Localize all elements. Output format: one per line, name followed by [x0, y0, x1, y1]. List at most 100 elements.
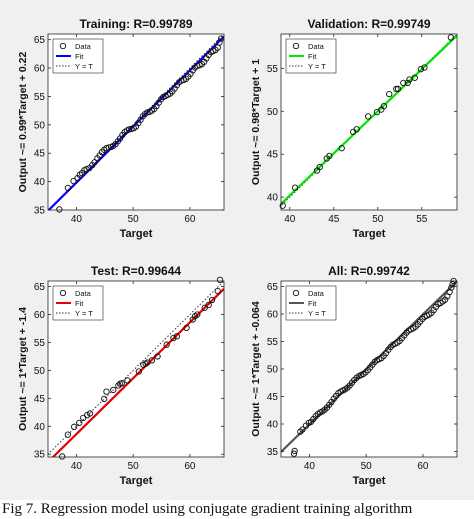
y-tick-label: 40 — [34, 177, 46, 188]
x-axis-label: Target — [120, 475, 153, 487]
y-tick-label: 65 — [34, 35, 46, 46]
legend-label: Data — [308, 42, 325, 51]
data-point — [154, 353, 161, 360]
plot-all: 40 50 60 35 40 45 50 55 60 65 All: R=0.99742 Target… — [250, 264, 458, 487]
y-tick-label: 45 — [34, 149, 46, 160]
legend-data-marker — [292, 289, 300, 297]
legend-data-marker — [59, 42, 67, 50]
y-tick-label: 50 — [267, 365, 279, 376]
y-axis-label: Output ~= 0.98*Target + 1 — [250, 59, 262, 185]
x-tick-label: 40 — [71, 214, 83, 225]
y-tick-label: 55 — [34, 338, 46, 349]
y-tick-label: 55 — [267, 337, 279, 348]
data-point — [103, 388, 110, 395]
data-point — [411, 74, 418, 81]
chart-title: All: R=0.99742 — [328, 264, 410, 278]
data-point — [338, 145, 345, 152]
y-tick-label: 60 — [34, 64, 46, 75]
data-point — [86, 410, 94, 417]
x-tick-label: 60 — [184, 214, 196, 225]
data-point — [291, 184, 299, 191]
y-tick-label: 55 — [34, 92, 46, 103]
legend-label: Y = T — [308, 62, 326, 71]
data-point — [118, 380, 125, 387]
x-axis-label: Target — [353, 228, 386, 240]
x-tick-label: 50 — [361, 461, 373, 472]
data-point — [448, 284, 455, 291]
data-point — [110, 386, 117, 394]
y-tick-label: 50 — [267, 107, 279, 118]
x-tick-label: 60 — [184, 461, 196, 472]
data-point — [170, 334, 177, 342]
data-point — [386, 90, 393, 98]
y-axis-label: Output ~= 1*Target + -0.064 — [250, 301, 262, 437]
data-point — [183, 324, 190, 332]
data-point — [449, 281, 456, 288]
identity-line — [48, 34, 224, 210]
y-tick-label: 40 — [34, 422, 46, 433]
plot-test: 40 50 60 35 40 45 50 55 60 65 Test: R=0.99644 Targe… — [17, 264, 225, 487]
data-point — [279, 202, 286, 209]
fit-line — [281, 34, 457, 205]
y-tick-label: 35 — [34, 450, 46, 461]
legend-label: Data — [75, 42, 92, 51]
y-tick-label: 40 — [267, 420, 279, 431]
y-tick-label: 60 — [267, 310, 279, 321]
legend-data-marker — [59, 289, 67, 297]
data-point — [393, 85, 400, 93]
data-point — [214, 287, 221, 295]
regression-figure: 40 50 60 35 40 45 50 55 60 65 Training: R=0.99789 T… — [17, 17, 458, 487]
y-tick-label: 45 — [34, 394, 46, 405]
legend-label: Fit — [75, 299, 84, 308]
data-point — [299, 426, 306, 433]
data-point — [101, 395, 108, 403]
x-tick-label: 55 — [416, 214, 428, 225]
x-tick-label: 50 — [372, 214, 384, 225]
legend-label: Data — [75, 289, 92, 298]
x-tick-label: 50 — [128, 214, 140, 225]
data-point — [421, 64, 428, 71]
x-axis-label: Target — [120, 228, 153, 240]
y-tick-label: 35 — [34, 206, 46, 217]
y-tick-label: 65 — [267, 282, 279, 293]
legend-data-marker — [292, 42, 300, 50]
legend-label: Fit — [308, 299, 317, 308]
chart-title: Test: R=0.99644 — [91, 264, 181, 278]
data-point — [400, 79, 407, 87]
x-tick-label: 50 — [128, 461, 140, 472]
plot-validation: 40 45 50 55 40 45 50 55 Validation: R=0.99749 Tar… — [250, 17, 458, 240]
legend-label: Fit — [308, 52, 317, 61]
data-point — [291, 447, 298, 455]
axes-frame — [280, 33, 458, 211]
data-point — [290, 450, 298, 457]
data-point — [326, 152, 333, 160]
data-point — [216, 276, 224, 284]
data-point — [64, 184, 72, 192]
figure-caption: Fig 7. Regression model using conjugate … — [0, 500, 474, 519]
data-point — [194, 311, 201, 318]
axes-frame — [47, 33, 225, 211]
data-point — [216, 39, 223, 46]
legend-label: Fit — [75, 52, 84, 61]
data-point — [208, 296, 216, 304]
chart-title: Validation: R=0.99749 — [307, 17, 430, 31]
y-tick-label: 55 — [267, 64, 279, 75]
x-tick-label: 45 — [328, 214, 340, 225]
y-tick-label: 45 — [267, 392, 279, 403]
data-point — [364, 113, 372, 120]
data-point — [404, 79, 411, 87]
legend-label: Y = T — [75, 62, 93, 71]
plot-training: 40 50 60 35 40 45 50 55 60 65 Training: R=0.99789 T… — [17, 17, 225, 240]
data-point — [163, 341, 170, 348]
data-point — [142, 360, 149, 367]
data-point — [173, 333, 181, 340]
chart-title: Training: R=0.99789 — [79, 17, 192, 31]
legend-label: Y = T — [75, 309, 93, 318]
data-point — [380, 102, 388, 110]
y-tick-label: 65 — [34, 282, 46, 293]
data-point — [417, 66, 425, 73]
data-point — [124, 377, 131, 384]
data-point — [56, 206, 63, 213]
y-axis-label: Output ~= 0.99*Target + 0.22 — [17, 51, 29, 192]
y-tick-label: 50 — [34, 366, 46, 377]
